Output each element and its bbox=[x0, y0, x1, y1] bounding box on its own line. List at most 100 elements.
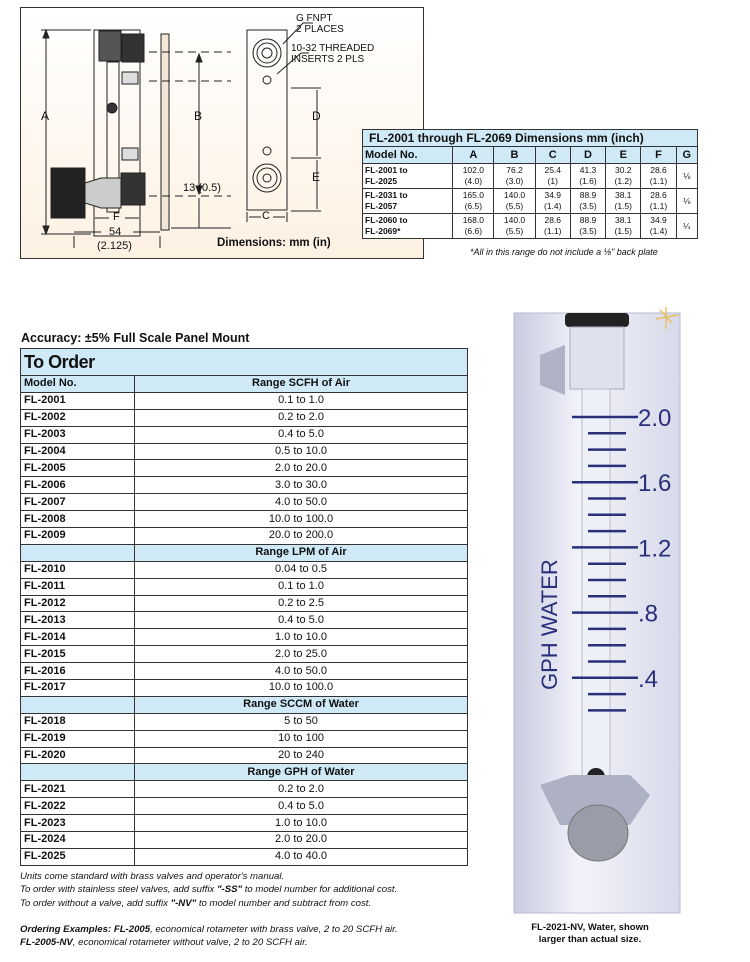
note-line: Units come standard with brass valves an… bbox=[20, 871, 285, 882]
dim-inch: (1.4) bbox=[544, 201, 562, 211]
range-header-row: Range LPM of Air bbox=[20, 543, 468, 562]
model-header: Model No. bbox=[20, 375, 135, 393]
range-header-row: Model No. Range SCFH of Air bbox=[20, 375, 468, 393]
dim-mm: 28.6 bbox=[544, 215, 562, 225]
range-cell: 2.0 to 20.0 bbox=[134, 459, 468, 478]
range-cell: 0.4 to 5.0 bbox=[134, 425, 468, 444]
table-row: FL-2017 10.0 to 100.0 bbox=[20, 679, 468, 697]
dimension-drawing: G FNPT 2 PLACES 10-32 THREADED INSERTS 2… bbox=[20, 7, 424, 259]
dimensions-table: FL-2001 through FL-2069 Dimensions mm (i… bbox=[361, 129, 699, 239]
model-cell: FL-2003 bbox=[20, 425, 135, 444]
table-row: FL-2002 0.2 to 2.0 bbox=[20, 408, 468, 427]
range-cell: 0.2 to 2.0 bbox=[134, 780, 468, 799]
dim-g: ⅛ bbox=[675, 163, 699, 189]
table-row: FL-2009 20.0 to 200.0 bbox=[20, 527, 468, 545]
g-fnpt-label: G FNPT bbox=[296, 13, 333, 24]
table-row: FL-2023 1.0 to 10.0 bbox=[20, 814, 468, 833]
order-notes: Units come standard with brass valves an… bbox=[20, 870, 398, 949]
dim-col-header: Model No. bbox=[361, 146, 454, 164]
dim-mm: 140.0 bbox=[503, 215, 526, 225]
table-row: FL-2012 0.2 to 2.5 bbox=[20, 594, 468, 613]
example-line: FL-2005-NV, economical rotameter without… bbox=[20, 936, 398, 949]
dim-inch: (3.5) bbox=[579, 201, 597, 211]
range-cell: 0.1 to 1.0 bbox=[134, 391, 468, 410]
model-header-blank bbox=[20, 543, 135, 562]
range-cell: 0.4 to 5.0 bbox=[134, 611, 468, 630]
table-row: FL-2010 0.04 to 0.5 bbox=[20, 560, 468, 579]
dim-mm: 140.0 bbox=[503, 190, 526, 200]
dim-value: 140.0 (5.5) bbox=[493, 213, 536, 239]
table-row: FL-2024 2.0 to 20.0 bbox=[20, 831, 468, 849]
table-row: FL-2005 2.0 to 20.0 bbox=[20, 459, 468, 478]
range-cell: 0.5 to 10.0 bbox=[134, 442, 468, 461]
range-header: Range GPH of Water bbox=[134, 763, 468, 782]
model-cell: FL-2017 bbox=[20, 679, 135, 697]
example-text: , economical rotameter without valve, 2 … bbox=[72, 937, 308, 949]
dim-value: 28.6 (1.1) bbox=[534, 213, 571, 239]
table-row: FL-2025 4.0 to 40.0 bbox=[20, 847, 468, 866]
dim-mm: 28.6 bbox=[650, 165, 667, 175]
model-cell: FL-2021 bbox=[20, 780, 135, 799]
note-text: to model number for additional cost. bbox=[242, 884, 398, 896]
model-cell: FL-2005 bbox=[20, 459, 135, 478]
dim-value: 88.9 (3.5) bbox=[569, 213, 607, 239]
dim-inch: (3.0) bbox=[505, 176, 524, 186]
range-header: Range SCFH of Air bbox=[134, 375, 468, 393]
dim-mm: 41.3 bbox=[579, 165, 597, 175]
inserts-label: INSERTS 2 PLS bbox=[291, 54, 365, 65]
model-header-blank bbox=[20, 763, 135, 782]
table-row: FL-2004 0.5 to 10.0 bbox=[20, 442, 468, 461]
table-row: FL-2022 0.4 to 5.0 bbox=[20, 797, 468, 816]
range-cell: 0.04 to 0.5 bbox=[134, 560, 468, 579]
range-cell: 10.0 to 100.0 bbox=[134, 510, 468, 529]
range-cell: 20.0 to 200.0 bbox=[134, 527, 468, 545]
model-cell: FL-2019 bbox=[20, 729, 135, 748]
drawing-caption: Dimensions: mm (in) bbox=[217, 237, 331, 249]
example-line: Ordering Examples: FL-2005, economical r… bbox=[20, 923, 398, 936]
dim-row: FL-2001 to FL-2025 102.0 (4.0) 76.2 (3.0) 25.4… bbox=[361, 163, 699, 189]
dim-mm: 102.0 bbox=[462, 165, 484, 175]
model-header-blank bbox=[20, 695, 135, 714]
table-row: FL-2001 0.1 to 1.0 bbox=[20, 391, 468, 410]
scale-tick-label: 1.2 bbox=[638, 535, 671, 562]
dim-col-header: G bbox=[675, 146, 699, 164]
dim-value: 41.3 (1.6) bbox=[569, 163, 607, 189]
dim-model-line: FL-2025 bbox=[365, 176, 398, 186]
model-cell: FL-2012 bbox=[20, 594, 135, 613]
dim-value: 38.1 (1.5) bbox=[605, 213, 642, 239]
table-row: FL-2020 20 to 240 bbox=[20, 746, 468, 765]
order-table: To Order Model No. Range SCFH of Air FL-20… bbox=[20, 348, 468, 866]
dim-col-header: E bbox=[605, 146, 642, 164]
range-cell: 0.2 to 2.5 bbox=[134, 594, 468, 613]
model-cell: FL-2008 bbox=[20, 510, 135, 529]
dim-row: FL-2060 to FL-2069* 168.0 (6.6) 140.0 (5.5) 28… bbox=[361, 213, 699, 239]
dim-value: 102.0 (4.0) bbox=[452, 163, 495, 189]
dim-c-label: C bbox=[262, 210, 270, 222]
dim-value: 28.6 (1.1) bbox=[640, 188, 677, 214]
dim-inch: (1.5) bbox=[614, 201, 632, 211]
threaded-label: 10-32 THREADED bbox=[291, 43, 375, 54]
range-header-row: Range GPH of Water bbox=[20, 763, 468, 782]
dim-model: FL-2031 to FL-2057 bbox=[361, 188, 454, 214]
table-row: FL-2003 0.4 to 5.0 bbox=[20, 425, 468, 444]
dim-inch: (4.0) bbox=[464, 176, 483, 186]
accuracy-heading: Accuracy: ±5% Full Scale Panel Mount bbox=[21, 331, 250, 345]
dim-inch: (1.1) bbox=[649, 201, 668, 211]
range-cell: 0.2 to 2.0 bbox=[134, 408, 468, 427]
note-text: To order with stainless steel valves, ad… bbox=[20, 884, 217, 896]
dim-mm: 34.9 bbox=[544, 190, 562, 200]
table-row: FL-2021 0.2 to 2.0 bbox=[20, 780, 468, 799]
note-text: To order without a valve, add suffix bbox=[20, 897, 171, 909]
scale-tick-label: 2.0 bbox=[638, 405, 671, 432]
dim-inch: (1) bbox=[547, 176, 558, 186]
dim-inch: (6.6) bbox=[464, 226, 483, 236]
dim-model-line: FL-2057 bbox=[365, 201, 398, 211]
dim-value: 76.2 (3.0) bbox=[493, 163, 536, 189]
range-cell: 2.0 to 25.0 bbox=[134, 645, 468, 664]
note-line: To order without a valve, add suffix "-N… bbox=[20, 897, 398, 910]
table-row: FL-2016 4.0 to 50.0 bbox=[20, 662, 468, 681]
range-cell: 10.0 to 100.0 bbox=[134, 679, 468, 697]
offset-label: 13 (0.5) bbox=[183, 182, 221, 194]
dim-a-label: A bbox=[41, 109, 50, 123]
dim-value: 168.0 (6.6) bbox=[452, 213, 495, 239]
